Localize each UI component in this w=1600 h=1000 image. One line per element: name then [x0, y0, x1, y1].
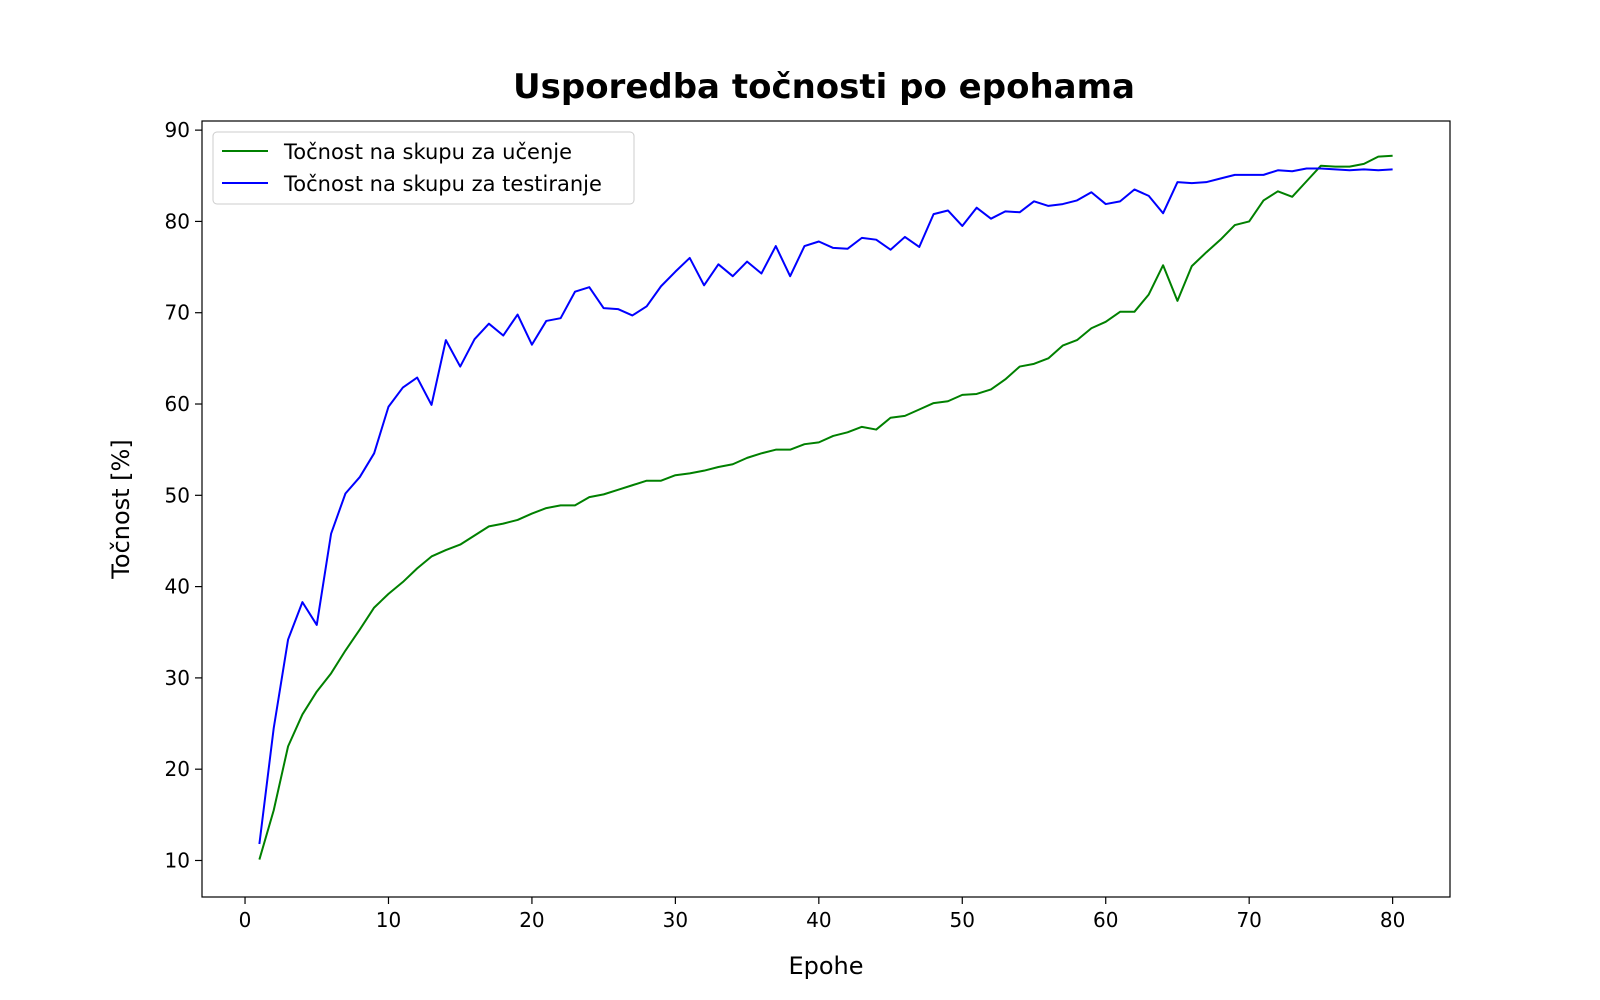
legend-label-test: Točnost na skupu za testiranje: [283, 172, 602, 196]
series-line-train: [258, 154, 1393, 860]
x-tick-label: 10: [376, 908, 401, 932]
axis-ticks: 0 10 20 30 40 50 60 70 80 10 20 30 40 50 60 70 80 90: [165, 118, 1406, 932]
x-tick-label: 80: [1380, 908, 1405, 932]
y-tick-label: 50: [165, 483, 190, 507]
y-tick-label: 70: [165, 301, 190, 325]
y-tick-label: 30: [165, 666, 190, 690]
x-tick-label: 60: [1093, 908, 1118, 932]
legend-label-train: Točnost na skupu za učenje: [283, 140, 572, 164]
x-tick-label: 20: [519, 908, 544, 932]
x-tick-label: 0: [239, 908, 252, 932]
legend: Točnost na skupu za učenje Točnost na sk…: [212, 131, 635, 205]
plot-area: [258, 154, 1393, 860]
plot-frame: [201, 120, 1451, 898]
chart-title: Usporedba točnosti po epohama: [513, 67, 1135, 107]
y-tick-label: 40: [165, 575, 190, 599]
y-tick-label: 10: [165, 848, 190, 872]
y-tick-label: 20: [165, 757, 190, 781]
x-tick-label: 70: [1236, 908, 1261, 932]
y-tick-label: 80: [165, 209, 190, 233]
legend-box: [212, 131, 635, 205]
x-tick-label: 30: [663, 908, 688, 932]
y-tick-label: 90: [165, 118, 190, 142]
x-tick-label: 50: [950, 908, 975, 932]
y-tick-label: 60: [165, 392, 190, 416]
x-axis-label: Epohe: [788, 952, 863, 980]
series-line-test: [258, 167, 1393, 845]
x-tick-label: 40: [806, 908, 831, 932]
y-axis-label: Točnost [%]: [107, 439, 135, 579]
